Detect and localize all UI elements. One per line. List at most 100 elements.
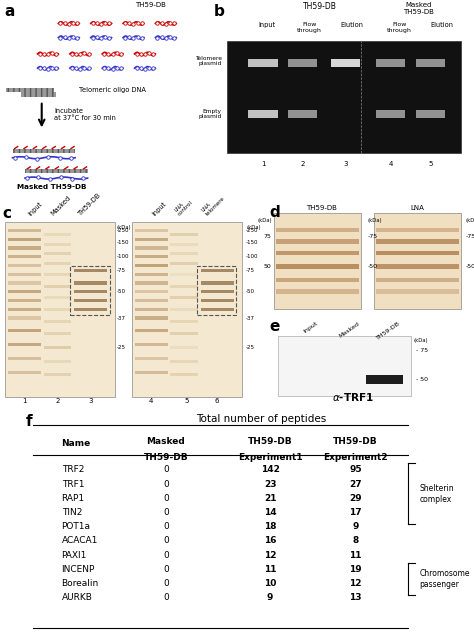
Text: 6: 6: [215, 398, 219, 404]
Text: - 50: - 50: [416, 377, 428, 382]
Text: -50: -50: [117, 289, 126, 294]
Bar: [8, 264, 41, 267]
Bar: [171, 252, 198, 255]
Text: 4: 4: [388, 161, 392, 167]
Bar: [8, 290, 41, 293]
Text: INCENP: INCENP: [62, 565, 95, 574]
Bar: [135, 229, 168, 232]
Text: (kDa): (kDa): [246, 225, 261, 230]
Text: 142: 142: [261, 466, 280, 474]
Bar: [44, 361, 72, 363]
Bar: [74, 269, 107, 272]
Text: 2: 2: [55, 398, 60, 404]
Text: Telomere
plasmid: Telomere plasmid: [195, 56, 222, 66]
Bar: [8, 371, 41, 374]
Bar: [8, 308, 41, 311]
Bar: [416, 59, 445, 67]
Bar: [8, 247, 41, 250]
Text: d: d: [270, 205, 280, 219]
Text: PAXI1: PAXI1: [62, 551, 87, 560]
Text: 0: 0: [163, 480, 169, 488]
Text: (kDa): (kDa): [413, 338, 428, 343]
Bar: [376, 239, 459, 244]
Text: -50: -50: [368, 264, 378, 269]
Bar: [135, 329, 168, 332]
Text: Experiment2: Experiment2: [323, 453, 388, 462]
Bar: [171, 273, 198, 276]
Bar: [248, 59, 278, 67]
Text: -25: -25: [246, 345, 255, 350]
Text: 1: 1: [261, 161, 265, 167]
Bar: [135, 273, 168, 276]
Bar: [288, 110, 318, 118]
Bar: [171, 285, 198, 288]
Text: Masked: Masked: [49, 195, 72, 217]
Bar: [376, 289, 459, 294]
Bar: [201, 282, 234, 285]
Bar: [44, 263, 72, 265]
Bar: [135, 238, 168, 241]
Text: Masked: Masked: [146, 437, 185, 446]
Text: LNA
control: LNA control: [173, 196, 194, 217]
Bar: [74, 308, 107, 311]
Bar: [331, 59, 360, 67]
Bar: [376, 110, 405, 118]
Text: b: b: [214, 4, 225, 19]
Text: 16: 16: [264, 536, 276, 546]
Text: TH59-DB: TH59-DB: [248, 437, 292, 446]
Text: 29: 29: [349, 494, 362, 503]
Text: RAP1: RAP1: [62, 494, 85, 503]
Text: 3: 3: [89, 398, 93, 404]
Bar: [201, 308, 234, 311]
Bar: [276, 278, 359, 282]
Bar: [376, 251, 459, 256]
Bar: [44, 285, 72, 288]
Text: -150: -150: [246, 240, 258, 245]
Bar: [8, 255, 41, 258]
Bar: [44, 243, 72, 246]
Text: e: e: [270, 319, 280, 334]
Text: TH59-DB: TH59-DB: [306, 205, 337, 211]
Bar: [171, 233, 198, 235]
Text: Input: Input: [151, 200, 167, 217]
Text: 0: 0: [163, 522, 169, 531]
Text: 2: 2: [301, 161, 305, 167]
Text: TRF2: TRF2: [62, 466, 84, 474]
Text: 4: 4: [149, 398, 154, 404]
Text: 95: 95: [349, 466, 362, 474]
Text: TH59-DB: TH59-DB: [135, 2, 165, 8]
Bar: [44, 252, 72, 255]
Bar: [8, 273, 41, 276]
Text: 10: 10: [264, 579, 276, 588]
Text: Masked: Masked: [338, 321, 361, 338]
Bar: [201, 290, 234, 293]
Text: 0: 0: [163, 536, 169, 546]
Text: 12: 12: [349, 579, 362, 588]
Bar: [44, 296, 72, 298]
Text: -50: -50: [465, 264, 474, 269]
Bar: [376, 264, 459, 269]
Text: 0: 0: [163, 508, 169, 517]
Text: -250: -250: [246, 228, 258, 233]
Text: (kDa): (kDa): [368, 218, 382, 223]
Text: a: a: [4, 4, 15, 19]
Text: 5: 5: [428, 161, 432, 167]
Text: Elution: Elution: [340, 22, 364, 29]
Bar: [12, 149, 75, 153]
Text: Shelterin
complex: Shelterin complex: [419, 484, 454, 504]
Bar: [171, 347, 198, 349]
Bar: [171, 243, 198, 246]
Text: Flow
through: Flow through: [297, 22, 322, 33]
Text: 19: 19: [349, 565, 362, 574]
Bar: [70, 266, 110, 315]
Text: TRF1: TRF1: [62, 480, 84, 488]
Text: (kDa): (kDa): [117, 225, 131, 230]
Text: -25: -25: [117, 345, 126, 350]
Text: Experiment1: Experiment1: [238, 453, 302, 462]
Text: Empty
plasmid: Empty plasmid: [199, 109, 222, 119]
Text: 1: 1: [22, 398, 27, 404]
Text: f: f: [26, 414, 33, 429]
Text: Masked TH59-DB: Masked TH59-DB: [18, 184, 87, 190]
Text: - 75: - 75: [416, 349, 428, 354]
Text: (kDa): (kDa): [465, 218, 474, 223]
